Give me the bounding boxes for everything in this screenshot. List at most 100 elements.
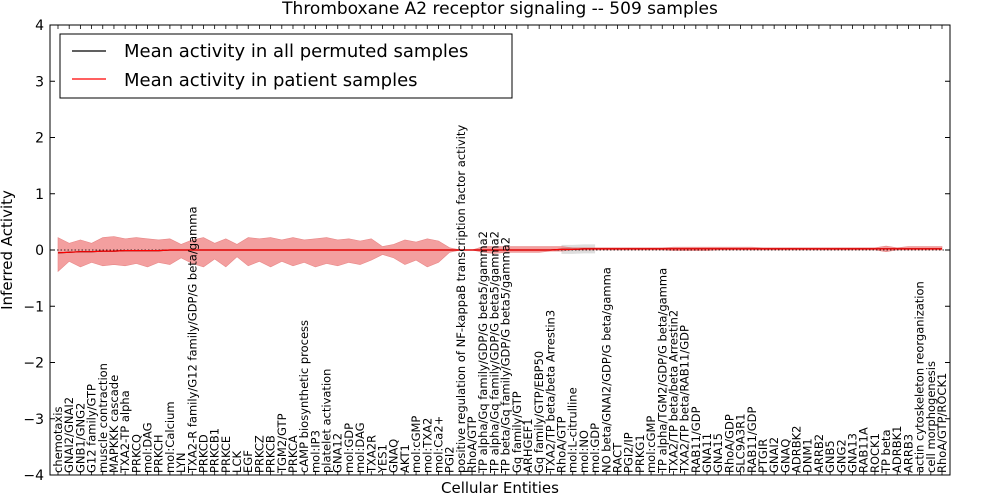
x-category-label: PRKCE — [219, 436, 233, 473]
x-category-label: RhoA/GDP — [722, 414, 736, 473]
y-tick-label: 2 — [35, 131, 44, 147]
x-category-label: mol:TXA2 — [420, 418, 434, 473]
x-category-label: Gq family/GTP/EBP50 — [532, 351, 546, 473]
x-category-label: PRKCA — [286, 435, 300, 473]
legend: Mean activity in all permuted samples Me… — [59, 33, 513, 99]
x-category-label: RAB11/GDP — [745, 406, 759, 473]
x-category-label: mol:cGMP — [409, 416, 423, 473]
band-patient — [57, 236, 943, 273]
x-category-label: AKT1 — [398, 444, 412, 473]
x-category-label: ROCK1 — [868, 433, 882, 473]
x-category-label: GNAI2/GNAI2 — [62, 397, 76, 473]
legend-label-all: Mean activity in all permuted samples — [124, 41, 468, 62]
x-category-label: mol:Ca2+ — [432, 416, 446, 473]
x-category-label: mol:L-citrulline — [566, 387, 580, 473]
chart-title: Thromboxane A2 receptor signaling -- 509… — [281, 0, 718, 19]
x-category-label: NO beta/GNAI2/GDP/G beta/gamma — [599, 267, 613, 473]
x-category-label: GNA11 — [700, 433, 714, 473]
x-category-label: mol:cGMP — [644, 416, 658, 473]
x-category-label: RhoA/GTP — [465, 416, 479, 473]
x-category-label: TXA2-R family/G12 family/GDP/G beta/gamm… — [185, 206, 199, 474]
x-category-label: TP beta/Gq family/GDP/G beta5/gamma2 — [499, 237, 513, 474]
x-category-label: RAB11/GDP — [689, 406, 703, 473]
x-category-label: mol:IP3 — [308, 430, 322, 473]
x-category-label: PGI2/IP — [622, 432, 636, 473]
legend-label-patient: Mean activity in patient samples — [124, 70, 418, 91]
x-category-label: GNB1/GNG2 — [73, 403, 87, 473]
x-category-label: G12 family/GTP — [85, 384, 99, 473]
x-category-label: TP alpha/Gq family/GDP/G beta5/gamma2 — [487, 231, 501, 474]
x-axis-label: Cellular Entities — [441, 479, 559, 497]
x-category-label: PRKCB1 — [208, 428, 222, 473]
x-category-label: mol:GDP — [342, 423, 356, 473]
x-category-label: cell morphogenesis — [924, 361, 938, 473]
x-category-label: GNA15 — [711, 433, 725, 473]
y-tick-label: −2 — [23, 356, 44, 372]
y-tick-label: 1 — [35, 187, 44, 203]
series-line-patient — [57, 248, 942, 254]
x-category-label: YES1 — [376, 444, 390, 474]
x-category-label: TXA2R — [364, 435, 378, 474]
x-category-label: TP alpha/TGM2/GDP/G beta/gamma — [655, 268, 669, 474]
x-category-label: PRKG1 — [633, 434, 647, 473]
x-category-label: GNG2 — [834, 439, 848, 473]
x-category-label: ADRBK2 — [790, 425, 804, 472]
x-category-label: ARHGEF1 — [521, 418, 535, 473]
x-category-label: EGF — [241, 450, 255, 473]
x-category-label: PTGIR — [756, 439, 770, 473]
x-category-label: chemotaxis — [51, 407, 65, 473]
x-category-label: GNA13 — [846, 433, 860, 473]
x-category-label: PRKCQ — [129, 434, 143, 473]
x-category-label: mol:Calcium — [163, 401, 177, 473]
x-category-label: TXA2/TP beta/beta Arrestin3 — [543, 310, 557, 474]
x-category-label: PGI2 — [443, 446, 457, 473]
x-category-label: PRKCZ — [252, 435, 266, 473]
legend-box — [59, 33, 513, 99]
x-category-label: mol:DAG — [141, 422, 155, 473]
x-category-label: TXA2/TP beta/RAB11/GDP — [678, 325, 692, 474]
x-category-label: RhoA/GTP — [555, 416, 569, 473]
y-tick-label: 4 — [35, 18, 44, 34]
x-category-label: positive regulation of NF-kappaB transcr… — [454, 125, 468, 473]
x-category-label: cAMP biosynthetic process — [297, 320, 311, 473]
x-category-label: MAPKKK cascade — [107, 375, 121, 473]
x-category-label: TP alpha/Gq family/GDP/G beta5/gamma2 — [476, 231, 490, 474]
x-category-label: ARRB2 — [812, 434, 826, 473]
x-category-label: actin cytoskeleton reorganization — [913, 281, 927, 473]
y-tick-label: −4 — [23, 468, 44, 484]
x-category-label: mol:GDP — [588, 423, 602, 473]
x-category-label: RAB11A — [857, 427, 871, 473]
x-category-label: Gq family/GTP — [510, 391, 524, 473]
x-category-label: mol:NO — [577, 430, 591, 473]
x-category-label: TXA2/TP beta/beta Arrestin2 — [666, 310, 680, 474]
y-tick-label: 3 — [35, 74, 44, 90]
x-category-label: TXA2-TP alpha — [118, 390, 132, 474]
x-category-label: TGM2/GTP — [275, 413, 289, 474]
x-category-label: ADRBK1 — [890, 425, 904, 472]
x-category-label: LYN — [174, 452, 188, 473]
x-category-label: platelet activation — [320, 369, 334, 474]
x-category-label: RhoA/GTP/ROCK1 — [935, 373, 949, 473]
x-category-label: LCK — [230, 451, 244, 473]
x-category-label: RACT — [611, 442, 625, 473]
x-category-label: GNAI2 — [767, 437, 781, 473]
y-axis: −4 −3 −2 −1 0 1 2 3 4 — [23, 18, 950, 484]
x-category-label: SLC9A3R1 — [734, 413, 748, 473]
x-category-label: PRKCB — [264, 435, 278, 473]
x-category-label: PRKCD — [197, 434, 211, 473]
y-tick-label: 0 — [35, 243, 44, 259]
x-category-label: GNAQ — [778, 439, 792, 473]
x-category-label: TP beta — [879, 430, 893, 475]
plot-frame — [49, 24, 951, 476]
y-tick-label: −3 — [23, 412, 44, 428]
x-category-label: GNAQ — [387, 439, 401, 473]
x-category-label: DNM1 — [801, 438, 815, 473]
x-category-label: PRKCH — [152, 434, 166, 473]
y-tick-label: −1 — [23, 299, 44, 315]
x-category-label: GNB5 — [823, 440, 837, 473]
x-category-label: ARRB3 — [901, 434, 915, 473]
y-axis-label: Inferred Activity — [0, 190, 16, 310]
x-category-label: muscle contraction — [96, 363, 110, 473]
